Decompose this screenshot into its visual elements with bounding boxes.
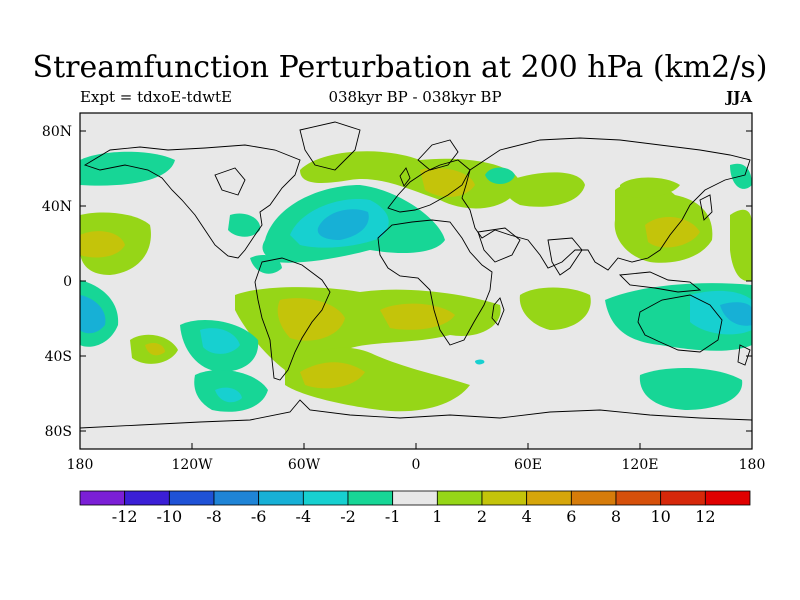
- lon-tick-labels: 180 120W 60W 0 60E 120E 180: [67, 457, 766, 473]
- colorbar-swatch: [481, 490, 528, 506]
- colorbar-swatch: [526, 490, 572, 506]
- colorbar-label: -6: [251, 507, 267, 526]
- colorbar-swatch: [570, 490, 617, 506]
- coast-madagascar: [491, 297, 505, 326]
- field-positive-southern-ocean-core: [300, 362, 365, 389]
- lon-label-120w: 120W: [171, 457, 213, 473]
- colorbar-label: -4: [296, 507, 312, 526]
- colorbar-label: -8: [206, 507, 222, 526]
- colorbar: -12 -10 -8 -6 -4 -2 -1 1 2 4 6 8 10 12: [79, 490, 751, 526]
- colorbar-label: -1: [385, 507, 401, 526]
- colorbar-swatch: [302, 490, 349, 506]
- colorbar-swatch: [213, 490, 260, 506]
- lat-label-40s: 40S: [45, 349, 72, 365]
- lon-label-60w: 60W: [288, 457, 321, 473]
- lon-ticks: [79, 443, 753, 449]
- coastlines: [80, 121, 752, 429]
- plot-title: Streamfunction Perturbation at 200 hPa (…: [32, 50, 768, 85]
- colorbar-swatch: [168, 490, 215, 506]
- colorbar-label: 10: [650, 507, 670, 526]
- coast-north-america: [83, 144, 301, 259]
- lon-label-180w: 180: [67, 457, 94, 473]
- colorbar-label: 6: [566, 507, 576, 526]
- colorbar-label: 4: [522, 507, 532, 526]
- field-negative-north-pacific: [80, 151, 175, 186]
- field-negative-far-south-pacific-core: [215, 387, 242, 403]
- lon-label-60e: 60E: [514, 457, 542, 473]
- field-negative-atlantic-core: [317, 209, 369, 240]
- field-negative-western-pacific-core: [80, 295, 106, 334]
- colorbar-label: 12: [695, 507, 715, 526]
- field-positive-south-america-core: [277, 298, 345, 341]
- lat-ticks: [80, 130, 752, 432]
- field-negative-australia-core: [720, 302, 752, 326]
- lat-label-40n: 40N: [42, 199, 72, 215]
- colorbar-label: 1: [432, 507, 442, 526]
- lat-tick-labels: 80N 40N 0 40S 80S: [42, 124, 72, 440]
- colorbar-swatch: [660, 490, 706, 506]
- season-label: JJA: [726, 88, 752, 106]
- colorbar-swatch: [124, 490, 170, 506]
- coast-antarctica: [80, 399, 752, 429]
- coast-scandinavia: [417, 139, 459, 171]
- period-label: 038kyr BP - 038kyr BP: [328, 88, 502, 106]
- coast-australia: [637, 294, 723, 353]
- field-negative-southern-indian: [639, 368, 743, 410]
- field-positive-europe-core: [420, 168, 475, 197]
- colorbar-label: -2: [340, 507, 356, 526]
- colorbar-swatch: [258, 490, 304, 506]
- lat-label-80n: 80N: [42, 124, 72, 140]
- colorbar-swatch: [436, 490, 483, 506]
- field-positive-siberia: [620, 177, 680, 198]
- colorbar-label: -10: [156, 507, 182, 526]
- colorbar-swatch: [79, 490, 126, 506]
- colorbar-label: 2: [477, 507, 487, 526]
- coast-hudson-bay: [214, 167, 246, 196]
- experiment-label: Expt = tdxoE-tdwtE: [80, 88, 233, 106]
- coast-japan: [699, 194, 713, 221]
- field-negative-central-america: [228, 213, 261, 237]
- field-positive-east-pacific-core: [80, 231, 125, 258]
- field-negative-gulf-patch: [475, 359, 485, 365]
- lon-label-0: 0: [412, 457, 421, 473]
- field-positive-south-atlantic-core: [380, 303, 455, 330]
- coast-indonesia: [619, 271, 702, 293]
- colorbar-swatch: [392, 490, 438, 506]
- colorbar-swatch: [347, 490, 394, 506]
- colorbar-label: -12: [112, 507, 138, 526]
- coast-arabia: [477, 227, 521, 263]
- lat-label-80s: 80S: [45, 424, 72, 440]
- anomaly-fields: [80, 151, 752, 412]
- field-negative-arctic: [485, 167, 515, 185]
- lon-label-120e: 120E: [622, 457, 659, 473]
- field-positive-south-indian: [519, 287, 591, 330]
- coast-africa: [377, 219, 493, 346]
- colorbar-label: 8: [611, 507, 621, 526]
- coast-new-zealand: [737, 344, 751, 366]
- field-positive-west-pacific: [730, 209, 752, 281]
- colorbar-swatch: [615, 490, 662, 506]
- field-negative-south-pacific-core: [200, 328, 240, 354]
- coast-asia: [461, 137, 751, 271]
- lat-label-0: 0: [63, 274, 72, 290]
- coast-south-america: [254, 257, 331, 381]
- lon-label-180e: 180: [739, 457, 766, 473]
- field-positive-southeast-pacific-core: [145, 342, 165, 356]
- field-positive-central-asia: [505, 172, 585, 207]
- coast-india: [547, 237, 583, 276]
- coast-uk: [399, 167, 411, 187]
- coast-greenland: [299, 121, 361, 171]
- colorbar-swatch: [704, 490, 751, 506]
